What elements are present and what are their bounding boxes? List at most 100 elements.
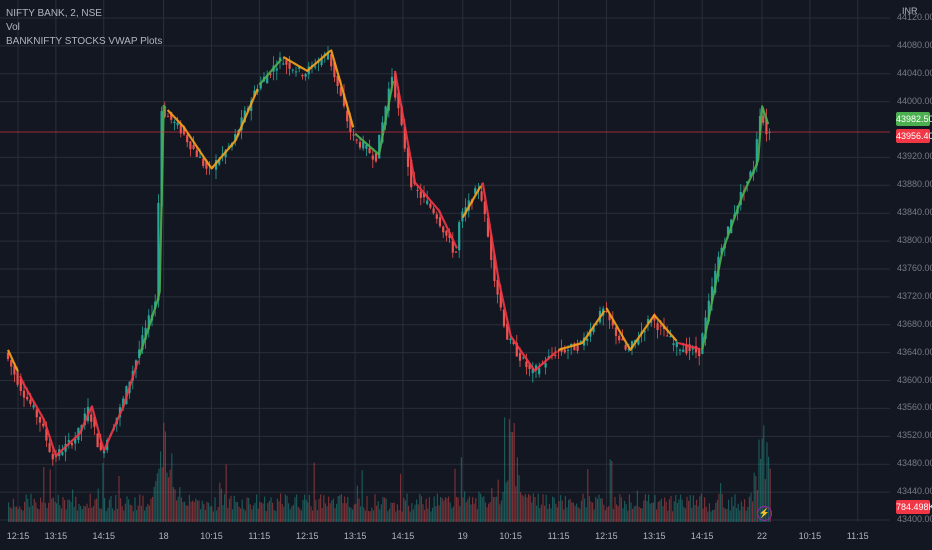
volume-bar [305, 499, 307, 522]
candle-body [442, 226, 445, 233]
volume-bar [534, 497, 536, 522]
volume-bar [667, 510, 669, 522]
volume-bar [448, 496, 450, 522]
volume-bar [436, 493, 438, 522]
vwap-indicator-label[interactable]: BANKNIFTY STOCKS VWAP Plots [6, 36, 163, 47]
volume-bar [291, 506, 293, 522]
volume-bar [112, 508, 114, 522]
candle-body [490, 234, 493, 260]
volume-bar [222, 504, 224, 522]
volume-indicator-label[interactable]: Vol [6, 22, 20, 33]
volume-bar [550, 508, 552, 522]
volume-bar [49, 469, 51, 522]
price-tick-label: 43440.00 [897, 486, 932, 497]
volume-bar [296, 494, 298, 522]
volume-bar [208, 502, 210, 522]
volume-bar [707, 511, 709, 522]
candle-body [26, 396, 29, 400]
candle-body [762, 115, 765, 123]
volume-bar [664, 497, 666, 522]
time-tick-label: 13:15 [643, 531, 666, 541]
volume-bar [142, 495, 144, 522]
volume-bar [616, 504, 618, 522]
volume-bar [268, 500, 270, 522]
volume-bar [9, 507, 11, 522]
candle-body [288, 62, 291, 69]
volume-bar [280, 493, 282, 522]
volume-bar [177, 496, 179, 522]
volume-bar [548, 503, 550, 522]
candle-body [576, 344, 579, 351]
candle-body [451, 241, 454, 253]
candle-body [51, 453, 54, 460]
volume-bar [281, 503, 283, 522]
volume-bar [40, 497, 42, 522]
candle-body [22, 390, 26, 398]
volume-bar [139, 494, 141, 522]
volume-bar [150, 498, 152, 522]
volume-bar [235, 501, 237, 522]
volume-bar [537, 493, 539, 522]
candle-body [445, 230, 448, 236]
candle-body [656, 323, 659, 331]
symbol-title[interactable]: NIFTY BANK, 2, NSE [6, 8, 102, 19]
volume-bar [627, 510, 629, 522]
lightning-icon[interactable]: ⚡ [757, 506, 772, 521]
volume-bar [76, 510, 78, 522]
volume-bar [638, 506, 640, 522]
volume-bar [83, 505, 85, 522]
volume-bar [144, 510, 146, 522]
volume-bar [204, 509, 206, 522]
volume-bar [275, 511, 277, 522]
volume-bar [544, 505, 546, 522]
volume-bar [556, 507, 558, 522]
candle-body [90, 414, 93, 422]
volume-bar [553, 497, 555, 522]
vwap-segment [605, 307, 678, 351]
candle-body [480, 191, 483, 201]
candle-body [678, 349, 682, 351]
grid [0, 0, 890, 522]
volume-bar [27, 498, 29, 522]
volume-bar [539, 507, 541, 522]
volume-bar [214, 497, 216, 522]
volume-tag: 784.498K [896, 500, 932, 514]
volume-bar [12, 498, 14, 522]
candle-body [342, 93, 346, 107]
volume-bar [606, 507, 608, 522]
candle-body [371, 155, 374, 160]
volume-bar [748, 496, 750, 522]
price-tick-label: 43720.00 [897, 290, 932, 301]
volume-bar [569, 498, 571, 522]
time-tick-label: 11:15 [547, 531, 570, 541]
candle-body [269, 73, 272, 75]
volume-bar [708, 503, 710, 522]
volume-bar [161, 467, 163, 522]
volume-bar [88, 508, 90, 522]
candle-body [336, 75, 339, 87]
volume-bar [292, 504, 294, 522]
candle-body [102, 450, 106, 454]
candle-body [554, 354, 557, 356]
volume-bar [630, 502, 632, 522]
volume-bar [587, 469, 589, 522]
volume-bar [344, 496, 346, 522]
time-tick-label: 12:15 [6, 531, 30, 541]
volume-bar [731, 496, 733, 522]
candle-body [352, 134, 355, 136]
candle-body [586, 338, 589, 341]
volume-bar [649, 503, 651, 522]
volume-bar [321, 507, 323, 522]
volume-bar [24, 501, 26, 522]
volume-bar [582, 493, 584, 522]
volume-bar [601, 498, 603, 522]
volume-bar [283, 506, 285, 522]
volume-bar [73, 506, 75, 522]
candle-body [70, 443, 74, 446]
vwap-segment [138, 104, 167, 356]
candle-body [595, 323, 598, 325]
volume-bar [721, 493, 723, 522]
candle-body [259, 82, 262, 89]
